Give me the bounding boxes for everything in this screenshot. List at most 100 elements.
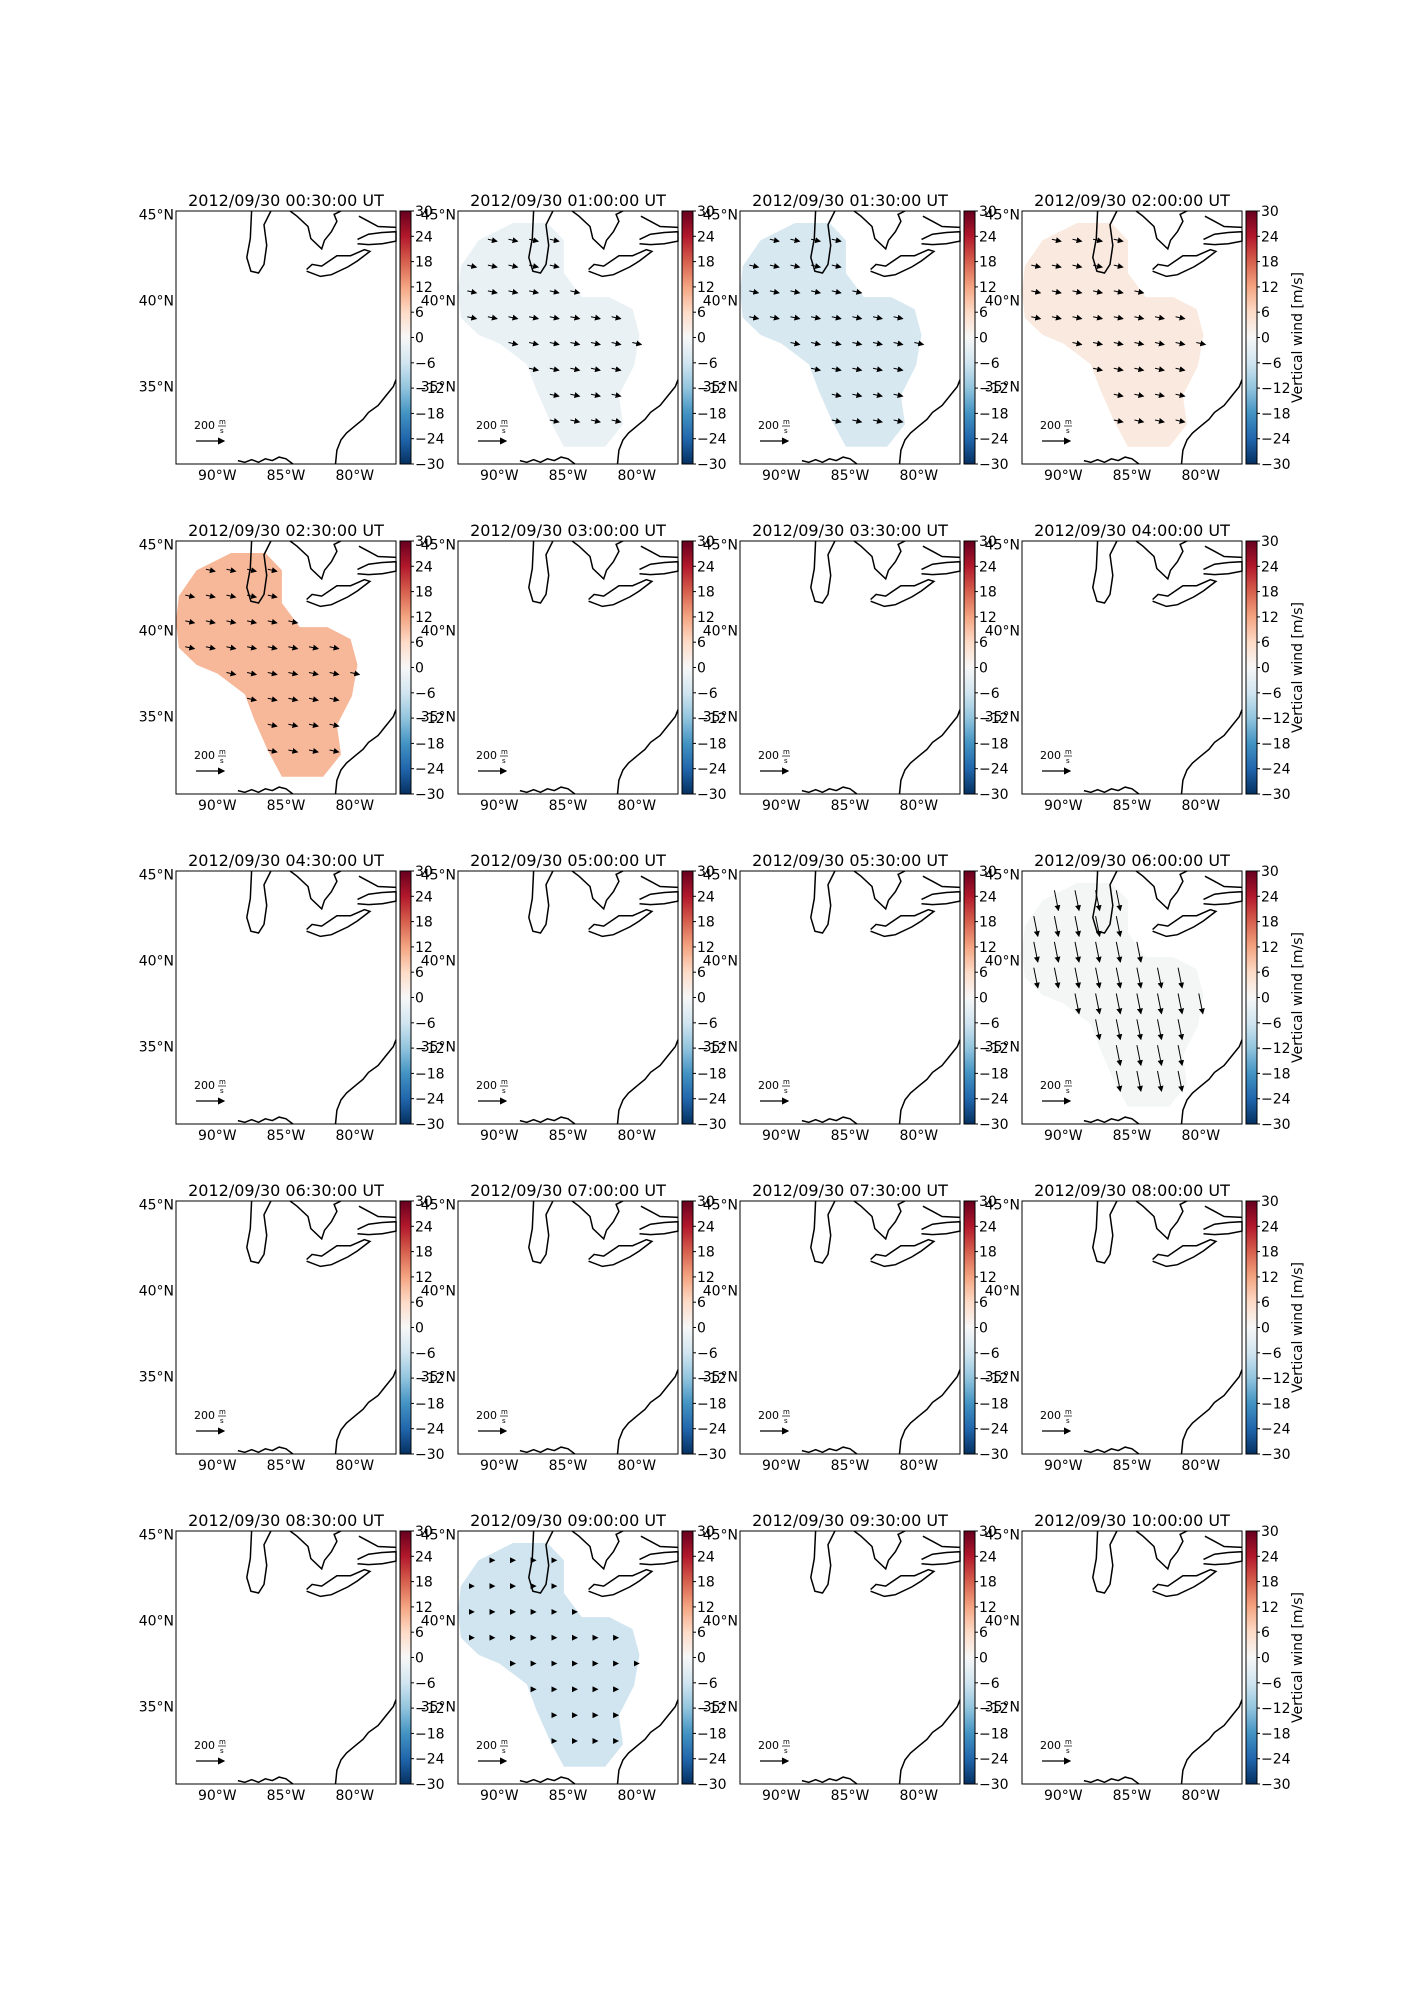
colorbar-tick-label: −18 [415,1396,445,1412]
x-tick-label: 80°W [335,468,374,484]
gulf-coast [237,1116,294,1125]
gulf-coast [237,1776,294,1785]
colorbar-tick-label: −12 [415,381,445,397]
colorbar [963,540,976,795]
colorbar-tick-label: 0 [697,1651,706,1667]
colorbar-tick-label: −18 [1261,406,1291,422]
wind-arrow [1033,941,1040,963]
colorbar-tick-label: 30 [697,204,715,220]
lake-huron-shore [853,210,906,251]
wind-arrow [1033,916,1040,938]
wind-arrow [790,314,801,321]
x-tick-label: 85°W [549,798,588,814]
panel-title: 2012/09/30 07:00:00 UT [470,1181,666,1200]
lake-michigan-shore [528,1530,554,1594]
reference-arrow-unit-numerator: m [501,1078,508,1086]
colorbar-tick-label: −24 [979,1422,1009,1438]
colorbar [1245,210,1258,465]
reference-arrow-unit-numerator: m [219,1078,226,1086]
y-tick-label: 45°N [985,1527,1020,1543]
colorbar-tick-label: 0 [1261,661,1270,677]
colorbar-tick-label: 30 [979,204,997,220]
colorbar-tick-label: −12 [979,1701,1009,1717]
y-tick-label: 35°N [421,1700,456,1716]
x-tick-label: 85°W [549,1788,588,1804]
reference-arrow-label: 200 [758,1079,779,1092]
wind-arrow [1113,288,1124,295]
colorbar-tick-label: −12 [697,1701,727,1717]
axes-frame [457,540,679,795]
panel-title: 2012/09/30 04:30:00 UT [188,851,384,870]
wind-arrow [288,644,299,651]
lake-ontario-shore [639,230,679,246]
colorbar-tick-label: −30 [1261,1447,1291,1463]
panel-title: 2012/09/30 04:00:00 UT [1034,521,1230,540]
colorbar-tick-label: 6 [697,1625,706,1641]
wind-arrow [914,340,925,347]
wind-arrow [1031,314,1042,321]
wind-arrow [1113,237,1124,244]
y-tick-label: 40°N [703,624,738,640]
wind-arrow [226,618,237,625]
wind-arrow [852,288,863,295]
colorbar-tick-label: 18 [697,255,715,271]
axes-frame [457,870,679,1125]
lake-erie-shore [870,908,936,938]
axes-frame [739,870,961,1125]
wind-arrows [468,1557,640,1744]
colorbar-tick-label: 24 [979,1219,997,1235]
wind-arrow [831,392,842,399]
colorbar-tick-label: 0 [1261,991,1270,1007]
colorbar-tick-label: −18 [1261,1396,1291,1412]
x-tick-label: 80°W [899,468,938,484]
x-tick-label: 80°W [899,1788,938,1804]
colorbar-tick-label: 0 [979,1651,988,1667]
colorbar-tick-label: −12 [1261,711,1291,727]
colorbar-tick-label: 24 [697,1549,715,1565]
reference-arrow-unit-numerator: m [783,418,790,426]
y-tick-label: 35°N [703,1040,738,1056]
colorbar-tick-label: 12 [697,1270,715,1286]
colorbar-tick-label: −24 [697,762,727,778]
colorbar [1245,1530,1258,1785]
x-tick-label: 90°W [198,1128,237,1144]
wind-arrow [1113,392,1124,399]
colorbar-tick-label: −12 [415,1371,445,1387]
wind-arrow [487,288,498,295]
colorbar-tick-label: 6 [697,1295,706,1311]
colorbar-tick-label: −30 [979,457,1009,473]
panel: 200 ms 2012/09/30 02:00:00 UT 90°W 85°W 80°W 4… [985,191,1306,484]
colorbar-tick-label: 24 [415,1219,433,1235]
lake-erie-shore [1152,908,1218,938]
colorbar-tick-label: −24 [979,432,1009,448]
panel-title: 2012/09/30 09:30:00 UT [752,1511,948,1530]
wind-arrow [308,644,319,651]
x-tick-label: 85°W [549,1458,588,1474]
colorbar [399,210,412,465]
colorbar-tick-label: 24 [1261,229,1279,245]
colorbar-tick-label: 30 [1261,864,1279,880]
wind-arrow [1092,288,1104,295]
lake-huron-shore [571,540,624,581]
colorbar-tick-label: 6 [979,635,988,651]
gulf-coast [801,1446,858,1455]
wind-arrow [185,593,196,599]
x-tick-label: 80°W [1181,1128,1220,1144]
atlantic-coast [1180,1699,1243,1785]
x-tick-label: 80°W [335,1788,374,1804]
wind-region [1022,883,1204,1107]
colorbar-tick-label: 30 [415,1524,433,1540]
wind-arrow [590,340,601,347]
colorbar-tick-label: −6 [979,356,1000,372]
x-tick-label: 80°W [899,1128,938,1144]
wind-arrow [831,366,842,373]
colorbar-tick-label: 18 [1261,1245,1279,1261]
panel: 200 ms 2012/09/30 10:00:00 UT 90°W 85°W 80°W 4… [985,1511,1306,1804]
wind-arrow [508,314,519,321]
colorbar-tick-label: 18 [979,1245,997,1261]
colorbar-tick-label: −24 [1261,1422,1291,1438]
wind-arrow [790,237,801,244]
wind-arrow [246,644,258,651]
colorbar-tick-label: 30 [697,534,715,550]
wind-arrows [185,567,361,754]
